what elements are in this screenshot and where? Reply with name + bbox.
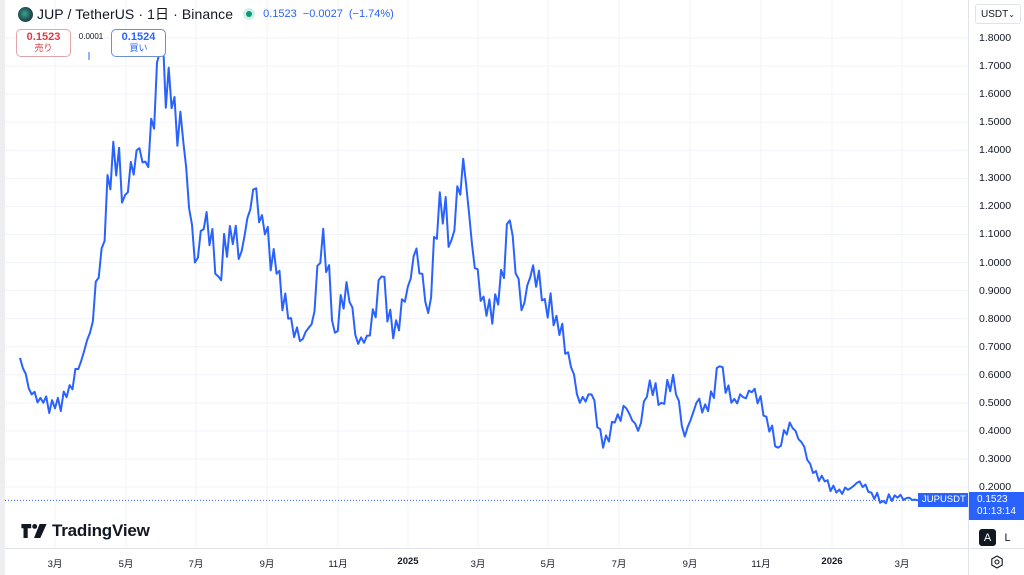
buy-price: 0.1524 bbox=[121, 31, 156, 43]
chevron-down-icon: ⌄ bbox=[1008, 9, 1015, 19]
price-tick: 0.8000 bbox=[979, 312, 1012, 325]
market-status-icon bbox=[243, 8, 256, 20]
time-label: 3月 bbox=[47, 559, 63, 570]
price-tick: 1.2000 bbox=[979, 200, 1012, 213]
settings-gear-icon[interactable] bbox=[990, 555, 1004, 569]
price-axis[interactable]: USDT ⌄ 1.8000 1.7000 1.6000 1.5000 1.4000 1.3… bbox=[968, 0, 1024, 548]
log-scale-button[interactable]: L bbox=[999, 529, 1016, 546]
price-tick: 0.9000 bbox=[979, 284, 1012, 297]
tradingview-logo-icon bbox=[21, 524, 47, 538]
price-tick: 0.7000 bbox=[979, 340, 1012, 353]
price-change-percent: (−1.74%) bbox=[348, 8, 394, 20]
price-tick: 0.5000 bbox=[979, 396, 1012, 409]
price-tick: 0.4000 bbox=[979, 424, 1012, 437]
sell-price: 0.1523 bbox=[26, 31, 61, 43]
price-tick: 1.7000 bbox=[979, 60, 1012, 73]
spread-value: 0.0001 bbox=[78, 31, 104, 41]
bar-countdown: 01:13:14 bbox=[977, 506, 1016, 517]
tradingview-wordmark: TradingView bbox=[52, 521, 150, 540]
price-tick: 1.4000 bbox=[979, 144, 1012, 157]
price-tick: 0.2000 bbox=[979, 481, 1012, 493]
currency-select[interactable]: USDT ⌄ bbox=[975, 4, 1021, 24]
time-label: 2026 bbox=[821, 556, 843, 567]
sell-button[interactable]: 0.1523 売り bbox=[16, 29, 71, 57]
sell-label: 売り bbox=[34, 43, 53, 53]
time-label: 5月 bbox=[540, 559, 556, 570]
time-label: 11月 bbox=[328, 559, 348, 570]
symbol-header: JUP / TetherUS · 1日 · Binance 0.1523 −0.… bbox=[18, 5, 400, 23]
chart-pane[interactable]: JUP / TetherUS · 1日 · Binance 0.1523 −0.… bbox=[5, 0, 970, 548]
time-label: 3月 bbox=[470, 559, 486, 570]
time-label: 7月 bbox=[611, 559, 627, 570]
time-axis[interactable]: 3月 5月 7月 9月 11月 2025 3月 5月 7月 9月 11月 2026 3月 bbox=[5, 548, 968, 575]
buy-label: 買い bbox=[129, 43, 148, 53]
left-border bbox=[0, 0, 5, 575]
time-label: 7月 bbox=[188, 559, 204, 570]
jup-logo-icon bbox=[18, 6, 33, 22]
time-label: 9月 bbox=[259, 559, 275, 570]
price-tick: 1.1000 bbox=[979, 228, 1012, 241]
last-price-tag: 0.1523 01:13:14 bbox=[969, 492, 1024, 520]
price-tick: 1.6000 bbox=[979, 88, 1012, 101]
price-tick: 1.5000 bbox=[979, 116, 1012, 129]
auto-scale-button[interactable]: A bbox=[979, 529, 996, 546]
price-change: −0.0027 bbox=[302, 8, 343, 20]
tradingview-logo[interactable]: TradingView bbox=[21, 521, 150, 541]
buy-button[interactable]: 0.1524 買い bbox=[111, 29, 166, 57]
currency-label: USDT bbox=[981, 8, 1009, 20]
last-price-tag-value: 0.1523 bbox=[977, 494, 1008, 505]
price-tick: 0.6000 bbox=[979, 368, 1012, 381]
symbol-line-tag: JUPUSDT bbox=[918, 493, 970, 507]
price-line-chart[interactable] bbox=[5, 0, 968, 548]
price-tick: 1.0000 bbox=[979, 256, 1012, 269]
symbol-title[interactable]: JUP / TetherUS · 1日 · Binance bbox=[37, 6, 234, 22]
time-label: 11月 bbox=[751, 559, 771, 570]
time-label: 3月 bbox=[894, 559, 910, 570]
trade-buttons: 0.1523 売り 0.0001 0.1524 買い bbox=[16, 29, 166, 57]
price-tick: 1.8000 bbox=[979, 32, 1012, 44]
time-label: 9月 bbox=[682, 559, 698, 570]
time-label: 2025 bbox=[397, 556, 419, 567]
price-tick: 1.3000 bbox=[979, 172, 1012, 185]
last-price: 0.1523 bbox=[263, 8, 297, 20]
price-tick: 0.3000 bbox=[979, 452, 1012, 465]
settings-corner[interactable] bbox=[968, 548, 1024, 575]
time-label: 5月 bbox=[118, 559, 134, 570]
